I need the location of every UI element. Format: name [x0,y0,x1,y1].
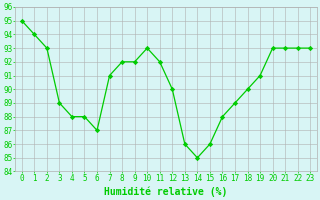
X-axis label: Humidité relative (%): Humidité relative (%) [104,186,228,197]
